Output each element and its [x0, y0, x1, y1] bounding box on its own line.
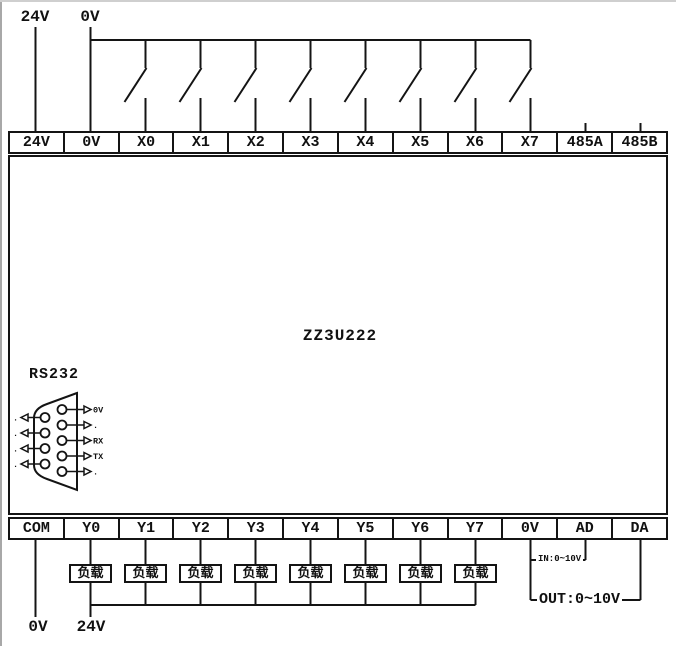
- db9-pin-label-tx: TX: [93, 452, 104, 462]
- terminal-da: DA: [611, 519, 666, 538]
- terminal-y0: Y0: [62, 519, 118, 538]
- input-switch-x1: [178, 40, 203, 131]
- terminal-ad: AD: [556, 519, 611, 538]
- terminal-x6: X6: [446, 133, 502, 152]
- terminal-y2: Y2: [172, 519, 227, 538]
- bottom-terminal-row: COM Y0 Y1 Y2 Y3 Y4 Y5 Y6 Y7 0V AD DA: [8, 517, 668, 540]
- terminal-x1: X1: [172, 133, 227, 152]
- terminal-485b: 485B: [611, 133, 666, 152]
- load-box-y2: 负载: [179, 564, 222, 583]
- db9-left-pin-label-4: .: [13, 460, 18, 470]
- terminal-x2: X2: [227, 133, 282, 152]
- input-switch-x7: [508, 40, 533, 131]
- load-box-y7: 负载: [454, 564, 497, 583]
- terminal-24v: 24V: [22, 134, 50, 151]
- top-0v-label: 0V: [80, 8, 100, 26]
- input-switch-x6: [453, 40, 478, 131]
- terminal-x7: X7: [501, 133, 556, 152]
- input-switch-x3: [288, 40, 313, 131]
- terminal-y4: Y4: [282, 519, 337, 538]
- bottom-0v-label: 0V: [28, 618, 48, 636]
- top-24v-label: 24V: [20, 8, 50, 26]
- screenshot-left-edge: [0, 0, 2, 646]
- terminal-y1: Y1: [117, 519, 173, 538]
- load-box-y5: 负载: [344, 564, 387, 583]
- load-box-y1: 负载: [124, 564, 167, 583]
- model-label: ZZ3U222: [302, 327, 378, 345]
- terminal-0v-analog: 0V: [501, 519, 556, 538]
- terminal-x4: X4: [336, 133, 392, 152]
- db9-pin-label-rx: RX: [93, 437, 104, 447]
- terminal-0v: 0V: [62, 133, 118, 152]
- analog-in-range-label: IN:0~10V: [536, 554, 584, 565]
- load-box-y3: 负载: [234, 564, 277, 583]
- load-box-y4: 负载: [289, 564, 332, 583]
- input-switch-x0: [123, 40, 148, 131]
- screenshot-top-edge: [0, 0, 676, 2]
- input-switch-x4: [343, 40, 368, 131]
- terminal-y7: Y7: [446, 519, 502, 538]
- db9-left-pin-label-2: .: [13, 429, 18, 439]
- db9-pin-labels: 0V . RX TX . . . . .: [13, 406, 104, 478]
- db9-shell: [33, 391, 78, 492]
- db9-left-pin-label-3: .: [13, 445, 18, 455]
- analog-out-range-label: OUT:0~10V: [537, 591, 623, 608]
- terminal-y6: Y6: [391, 519, 447, 538]
- terminal-y5: Y5: [336, 519, 392, 538]
- plc-body-outline: [8, 155, 668, 515]
- db9-pin-label-nc1: .: [93, 421, 98, 431]
- db9-pin-arrows: [19, 404, 93, 477]
- top-terminal-row: 24V 0V X0 X1 X2 X3 X4 X5 X6 X7 485A 485B: [8, 131, 668, 154]
- terminal-com: COM: [22, 520, 50, 537]
- rs232-label: RS232: [29, 366, 80, 383]
- db9-left-pin-label-1: .: [13, 414, 18, 424]
- terminal-x3: X3: [282, 133, 337, 152]
- terminal-485a: 485A: [556, 133, 611, 152]
- bottom-24v-label: 24V: [76, 618, 106, 636]
- db9-pins: [39, 404, 68, 477]
- input-switch-x2: [233, 40, 258, 131]
- input-switch-x5: [398, 40, 423, 131]
- terminal-y3: Y3: [227, 519, 282, 538]
- terminal-x0: X0: [117, 133, 173, 152]
- db9-pin-label-0v: 0V: [93, 406, 104, 416]
- terminal-x5: X5: [391, 133, 447, 152]
- load-box-y0: 负载: [69, 564, 112, 583]
- load-box-y6: 负载: [399, 564, 442, 583]
- db9-pin-label-nc2: .: [93, 468, 98, 478]
- db9-connector: [19, 391, 93, 492]
